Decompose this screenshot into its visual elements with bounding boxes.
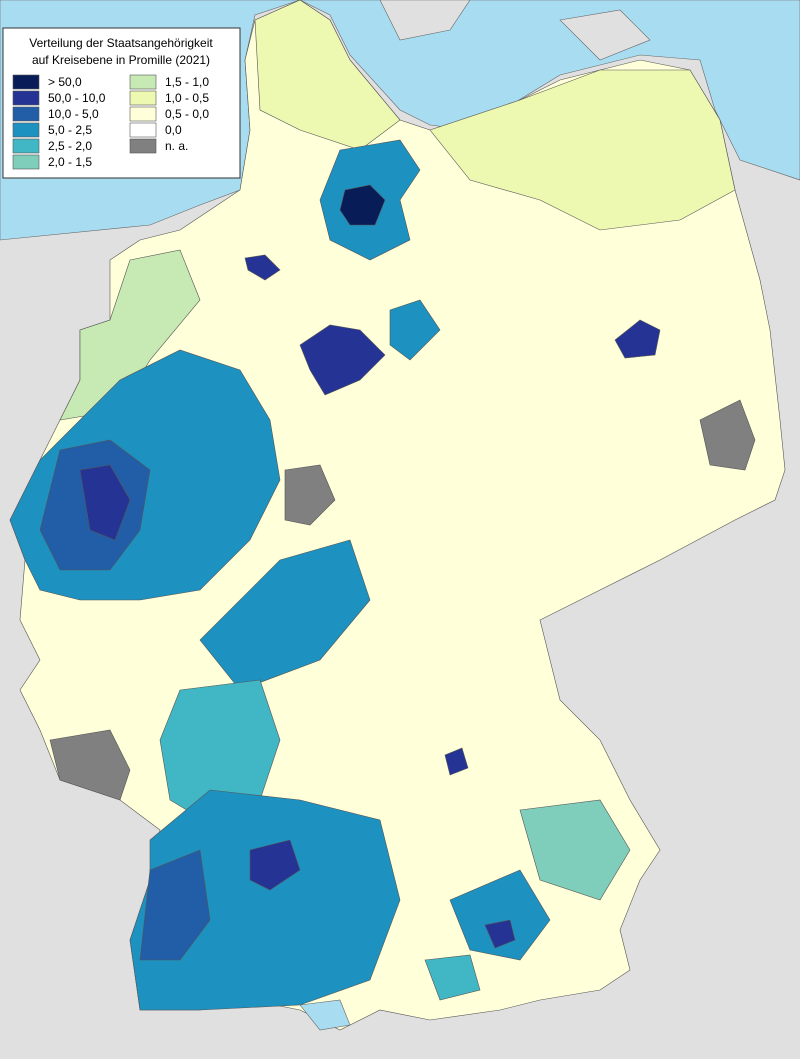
legend-swatch <box>129 90 157 106</box>
district <box>299 324 386 396</box>
legend: Verteilung der Staatsangehörigkeit auf Kr… <box>2 27 241 179</box>
legend-title: Verteilung der Staatsangehörigkeit <box>29 36 213 50</box>
district <box>484 919 516 949</box>
legend-label: 2,0 - 1,5 <box>48 155 92 169</box>
legend-swatch <box>12 154 40 170</box>
legend-label: n. a. <box>165 139 188 153</box>
legend-swatch <box>12 74 40 90</box>
legend-swatch <box>129 138 157 154</box>
legend-swatch <box>129 106 157 122</box>
district <box>79 464 131 541</box>
district <box>199 539 371 691</box>
district <box>389 299 441 361</box>
legend-swatch <box>12 90 40 106</box>
legend-title: auf Kreisebene in Promille (2021) <box>32 53 210 67</box>
district <box>339 184 386 226</box>
district <box>249 839 301 891</box>
district <box>449 869 551 961</box>
legend-label: 10,0 - 5,0 <box>48 107 99 121</box>
legend-label: 0,0 <box>165 123 182 137</box>
district <box>424 954 481 1001</box>
district <box>129 789 401 1011</box>
district <box>614 319 661 359</box>
district <box>254 0 401 151</box>
legend-swatch <box>12 138 40 154</box>
district <box>244 254 281 281</box>
legend-label: 2,5 - 2,0 <box>48 139 92 153</box>
islands <box>379 0 651 61</box>
district <box>49 729 131 801</box>
legend-label: > 50,0 <box>48 75 82 89</box>
legend-swatch <box>12 122 40 138</box>
lake <box>299 999 351 1031</box>
legend-label: 0,5 - 0,0 <box>165 107 209 121</box>
district <box>444 747 469 776</box>
district <box>699 399 756 471</box>
legend-label: 50,0 - 10,0 <box>48 91 106 105</box>
legend-swatch <box>12 106 40 122</box>
district <box>429 69 736 231</box>
legend-swatch <box>129 122 157 138</box>
legend-label: 1,0 - 0,5 <box>165 91 209 105</box>
legend-label: 1,5 - 1,0 <box>165 75 209 89</box>
legend-swatch <box>129 74 157 90</box>
district <box>139 849 211 961</box>
district <box>519 799 631 901</box>
legend-label: 5,0 - 2,5 <box>48 123 92 137</box>
legend-box <box>2 27 241 179</box>
district <box>284 464 336 526</box>
